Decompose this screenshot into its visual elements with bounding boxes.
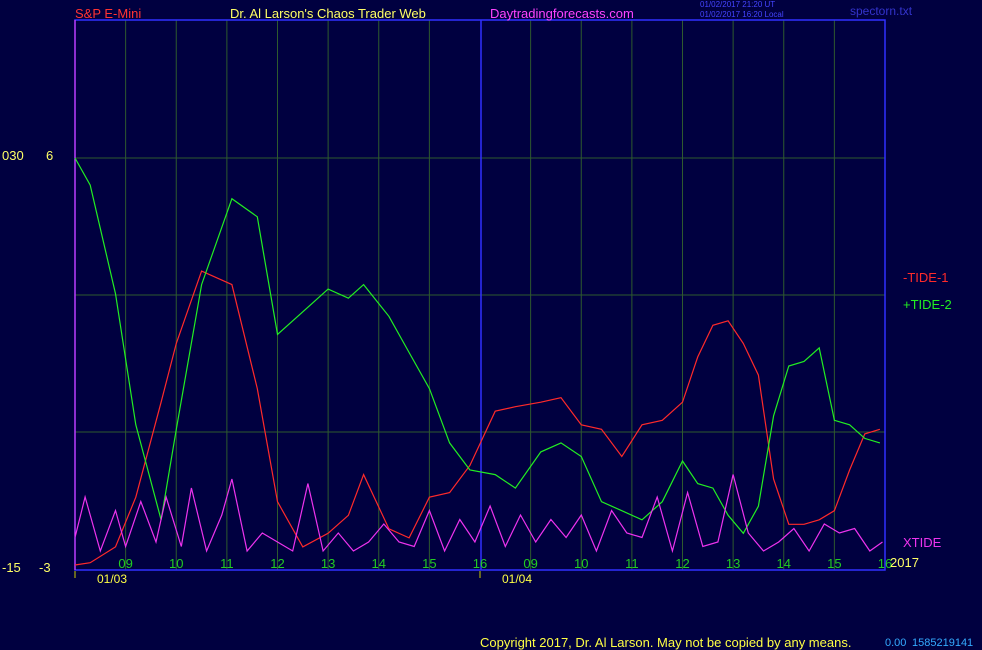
series-tide2 — [74, 157, 881, 535]
hour-label-0: 09 — [118, 556, 132, 571]
hour-label-13: 14 — [777, 556, 791, 571]
site-link[interactable]: Daytradingforecasts.com — [490, 6, 634, 21]
series-xtide — [74, 474, 883, 554]
hour-label-15: 16 — [878, 556, 892, 571]
hour-label-11: 12 — [675, 556, 689, 571]
y-label-upper-outer: 030 — [2, 148, 24, 163]
hour-label-5: 14 — [372, 556, 386, 571]
hour-label-3: 12 — [270, 556, 284, 571]
y-label-upper-inner: 6 — [46, 148, 54, 163]
copyright-notice: Copyright 2017, Dr. Al Larson. May not b… — [480, 635, 852, 650]
y-label-lower-inner: -3 — [39, 560, 51, 575]
y-label-lower-outer: -15 — [2, 560, 21, 575]
author-title: Dr. Al Larson's Chaos Trader Web — [230, 6, 426, 21]
year-label: 2017 — [890, 555, 919, 570]
legend-tide2: +TIDE-2 — [903, 297, 952, 312]
hour-label-7: 16 — [473, 556, 487, 571]
stamp-ut: 01/02/2017 21:20 UT — [700, 0, 776, 9]
series-tide1 — [74, 270, 881, 566]
legend-tide1: -TIDE-1 — [903, 270, 949, 285]
hour-label-2: 11 — [220, 556, 234, 571]
date-label-0: 01/03 — [97, 572, 127, 586]
hour-label-10: 11 — [625, 556, 639, 571]
hour-label-8: 09 — [523, 556, 537, 571]
hour-label-4: 13 — [321, 556, 335, 571]
hour-label-9: 10 — [574, 556, 588, 571]
footer-code-a: 0.00 — [885, 637, 907, 649]
stamp-local: 01/02/2017 16:20 Local — [700, 10, 784, 19]
date-label-1: 01/04 — [502, 572, 532, 586]
symbol-title: S&P E-Mini — [75, 6, 142, 21]
hour-label-6: 15 — [422, 556, 436, 571]
footer-code-b: 1585219141 — [912, 637, 974, 649]
hour-label-14: 15 — [827, 556, 841, 571]
chart-grid — [74, 19, 886, 571]
legend-xtide: XTIDE — [903, 535, 942, 550]
series-lines — [74, 157, 883, 566]
hour-label-1: 10 — [169, 556, 183, 571]
hour-label-12: 13 — [726, 556, 740, 571]
file-name: spectorn.txt — [850, 4, 913, 18]
